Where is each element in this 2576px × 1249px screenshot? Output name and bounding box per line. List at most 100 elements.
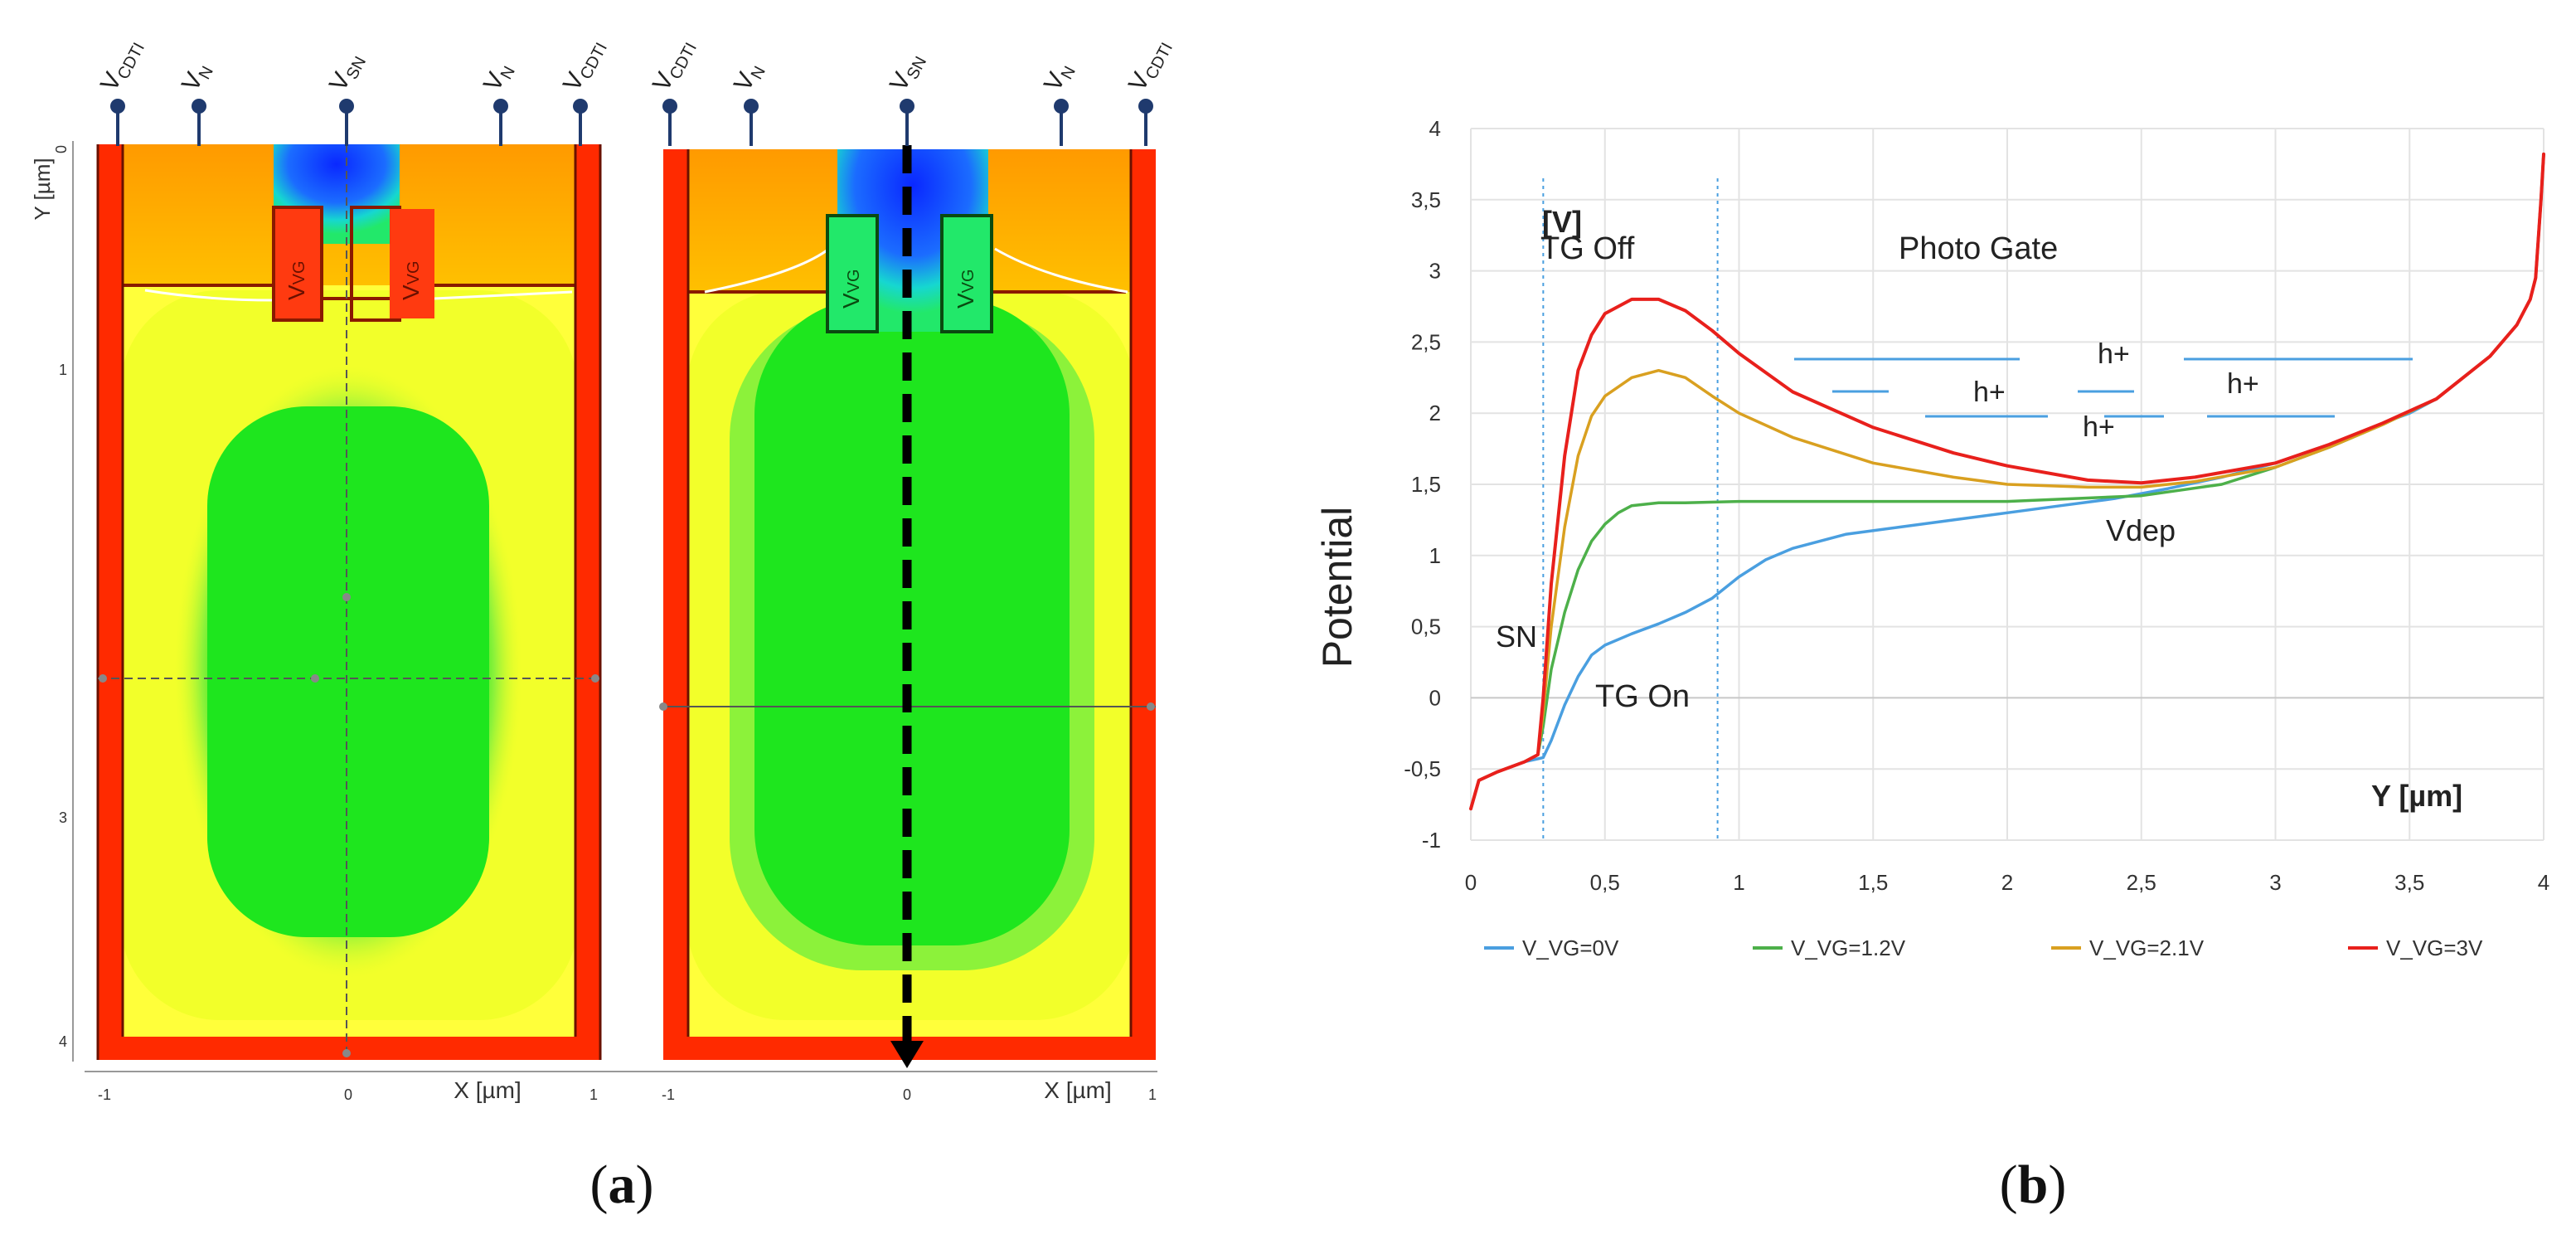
x-tick-label: 0 (344, 1086, 352, 1103)
terminal-label: VSN (885, 48, 930, 98)
terminal-head (900, 99, 914, 114)
gate-label: VVG (953, 269, 978, 309)
annotation-sn: SN (1496, 620, 1537, 654)
device-left: VVG VVG (96, 144, 602, 1060)
marker-dot (99, 674, 107, 683)
caption-a: (a) (590, 1154, 654, 1215)
y-tick-label: 0 (53, 145, 70, 153)
x-axis-label: X [µm] (454, 1077, 521, 1103)
legend-label: V_VG=0V (1522, 936, 1619, 960)
x-tick-label: 0 (903, 1086, 911, 1103)
panel-a: VVG VVG VVG VVG (30, 34, 1176, 1215)
y-tick-label: 1,5 (1411, 472, 1441, 497)
y-tick-label: 0,5 (1411, 615, 1441, 639)
trench-right-l (663, 149, 688, 1053)
caption-b: (b) (2000, 1154, 2067, 1215)
panel-b: 0 0,5 1 1,5 2 2,5 3 3,5 4 -1 -0,5 0 0,5 1 1,5 2 2,5 3 3,5 4… (1314, 116, 2549, 1215)
terminal-head (1138, 99, 1153, 114)
terminal-head (662, 99, 677, 114)
cut-arrow-head (890, 1041, 924, 1068)
terminal-label: VCDTI (95, 34, 148, 97)
annotation-tg-off: TG Off (1540, 231, 1635, 266)
x-tick-label: 3,5 (2394, 870, 2424, 895)
y-axis-title: Potential (1314, 507, 1361, 668)
annotation-hplus: h+ (2098, 338, 2130, 370)
unit-label: [V] (1542, 205, 1582, 239)
trench-left-l (98, 144, 123, 1053)
terminal-head (744, 99, 759, 114)
terminal-head (110, 99, 125, 114)
x-tick-label: 1 (589, 1086, 598, 1103)
gate-label: VVG (398, 260, 424, 300)
y-tick-label: 1 (1429, 543, 1441, 568)
y-tick-label: 0 (1429, 685, 1441, 710)
annotation-photo-gate: Photo Gate (1899, 231, 2058, 266)
x-tick-label: 2 (2001, 870, 2013, 895)
gate-right-1 (826, 214, 879, 333)
terminal-label: VCDTI (558, 34, 611, 97)
marker-dot (659, 702, 667, 711)
axes-panel-a: Y [µm] 0 1 3 4 -1 0 1 X [µm] -1 0 1 X [µ… (30, 141, 1157, 1103)
x-axis-label: X [µm] (1044, 1077, 1111, 1103)
gate-left-1 (275, 209, 320, 318)
terminal-head (1054, 99, 1069, 114)
terminal-head (339, 99, 354, 114)
y-tick-label: 2 (1429, 401, 1441, 425)
annotation-hplus: h+ (2227, 368, 2259, 400)
x-axis-title: Y [µm] (2371, 779, 2462, 813)
legend-label: V_VG=2.1V (2089, 936, 2205, 960)
marker-dot (342, 593, 351, 601)
annotation-hplus: h+ (1973, 377, 2006, 408)
terminal-head (192, 99, 206, 114)
y-tick-label: 1 (59, 362, 67, 378)
depletion-core-left (207, 406, 489, 937)
y-tick-label: 4 (59, 1033, 67, 1050)
terminal-label: VCDTI (648, 34, 701, 97)
terminal-label: VSN (324, 48, 370, 98)
series-group (1469, 152, 2545, 811)
y-tick-label: -0,5 (1404, 756, 1441, 781)
terminal-head (573, 99, 588, 114)
device-right: VVG VVG (659, 145, 1156, 1068)
y-tick-label: -1 (1422, 828, 1441, 853)
x-tick-label: 1 (1148, 1086, 1157, 1103)
y-axis-label: Y [µm] (30, 158, 55, 220)
hole-level-lines (1794, 357, 2413, 418)
surface-contour-right (704, 247, 1128, 294)
x-tick-label: 0 (1465, 870, 1477, 895)
x-tick-label: 1,5 (1858, 870, 1888, 895)
y-tick-label: 3 (1429, 259, 1441, 284)
annotation-tg-on: TG On (1595, 679, 1690, 714)
legend-label: V_VG=3V (2386, 936, 2483, 960)
marker-dot (342, 1049, 351, 1057)
y-tick-label: 3 (59, 809, 67, 826)
gate-left-2 (390, 209, 434, 318)
x-tick-label: 2,5 (2127, 870, 2156, 895)
x-tick-label: 0,5 (1590, 870, 1620, 895)
terminals: VCDTI VN VSN VN VCDTI VCDTI VN VSN VN VCDTI (95, 34, 1176, 146)
terminal-label: VN (478, 57, 519, 97)
terminal-label: VN (177, 57, 217, 97)
x-tick-label: -1 (662, 1086, 675, 1103)
gate-label: VVG (284, 260, 309, 300)
series-line-4 (1469, 152, 2545, 811)
marker-dot (591, 674, 599, 683)
gate-right-2 (940, 214, 993, 333)
depletion-core-right (754, 299, 1070, 945)
legend-label: V_VG=1.2V (1791, 936, 1906, 960)
terminal-head (493, 99, 508, 114)
gate-box-left-1 (272, 206, 323, 322)
y-tick-label: 2,5 (1411, 329, 1441, 354)
x-tick-label: 4 (2538, 870, 2549, 895)
terminal-label: VN (1039, 57, 1079, 97)
x-tick-label: -1 (98, 1086, 111, 1103)
trench-right-r (1131, 149, 1156, 1053)
marker-dot (1147, 702, 1155, 711)
x-tick-label: 3 (2269, 870, 2281, 895)
y-tick-label: 3,5 (1411, 187, 1441, 212)
marker-dot (311, 674, 319, 683)
tick-labels: 0 0,5 1 1,5 2 2,5 3 3,5 4 -1 -0,5 0 0,5 1 1,5 2 2,5 3 3,5 4 (1404, 116, 2549, 895)
x-tick-label: 1 (1733, 870, 1744, 895)
terminal-label: VN (729, 57, 769, 97)
